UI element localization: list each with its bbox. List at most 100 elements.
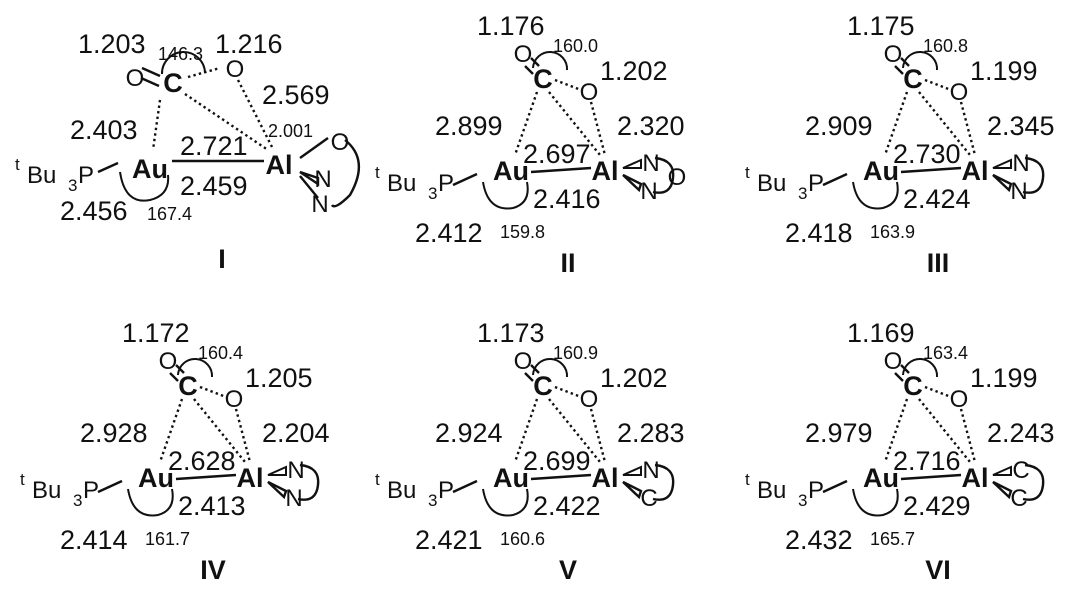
p-au-al-angle-arc [852,181,899,210]
bond-length-au-al: 2.628 [168,446,236,476]
atom-au: Au [132,154,168,184]
al-wedge-solid [622,173,643,193]
p-au-al-angle-arc [482,488,529,517]
structure-iv: CO O Au Al NNt Bu 3 P 1.172 160.41.205 2.928 2.204 2… [20,318,330,585]
o-al-dashed-bond [589,408,607,463]
atom-o1: O [884,348,903,375]
tbu-label: Bu [757,477,786,504]
p-au-bond [822,172,848,187]
al-wedge-hashed [267,465,287,476]
tbu-subscript: 3 [798,184,807,203]
bond-length-au-al: 2.699 [523,446,591,476]
bond-length-co-a: 1.173 [477,318,545,348]
bond-length-o-al: 2.204 [262,418,330,448]
al-wedge-hashed [622,158,642,169]
bond-length-o-al: 2.243 [987,418,1055,448]
atom-o1: O [159,348,178,375]
tbu-label: Bu [387,170,416,197]
bond-length-au-c: 2.403 [70,115,138,145]
atom-p: P [78,162,94,189]
bond-length-co-b: 1.205 [245,363,313,393]
o-al-dashed-bond [236,79,274,148]
angle-p-au-al: 163.9 [870,222,915,242]
bond-length-p-au: 2.418 [785,218,853,248]
tbu-label: Bu [32,477,61,504]
al-wedge-solid [992,173,1013,193]
tbu-label: Bu [27,162,56,189]
atom-p: P [438,170,454,197]
ring-atom-2: N [1010,178,1027,205]
c-al-dashed-bond [548,398,601,463]
atom-p: P [808,170,824,197]
ring-arc [652,156,675,194]
structure-iii: CO O Au Al NNt Bu 3 P 1.175 160.81.199 2.909 2.345 2… [745,11,1055,278]
c-al-dashed-bond [918,398,971,463]
atom-o1: O [514,41,533,68]
atom-o2: O [580,79,599,106]
atom-au: Au [863,156,899,186]
bond-length-o-al: 2.283 [617,418,685,448]
structure-label: IV [200,555,226,585]
double-bond-line-b [140,76,160,88]
bond-length-co-b: 1.202 [600,363,668,393]
ring-atom-2: N [285,485,302,512]
al-wedge-hashed [992,465,1012,476]
angle-oco: 163.4 [923,343,968,363]
bond-length-p-au: 2.432 [785,525,853,555]
atom-al: Al [962,463,989,493]
oco-angle-arc [902,51,939,71]
atom-al: Al [962,156,989,186]
double-bond-line-b [524,65,534,75]
bond-length-au-al-2: 2.413 [178,491,246,521]
angle-p-au-al: 159.8 [500,222,545,242]
c-al-dashed-bond [193,398,246,463]
tbu-t: t [15,155,20,174]
tbu-t: t [20,470,25,489]
au-al-bond [900,166,962,174]
structure-label: V [559,555,577,585]
atom-c: C [903,371,923,401]
au-al-bond [530,473,592,481]
c-o-dashed-bond [554,385,582,399]
p-au-al-angle-arc [852,488,899,517]
tbu-subscript: 3 [428,491,437,510]
double-bond-line-b [169,372,179,382]
bond-length-co-a: 1.203 [78,29,146,59]
tbu-subscript: 3 [73,491,82,510]
angle-oco: 160.4 [198,343,243,363]
angle-p-au-al: 165.7 [870,529,915,549]
atom-o2: O [225,386,244,413]
bond-length-o-al: 2.320 [617,111,685,141]
bond-length-au-al-2: 2.424 [903,184,971,214]
ring-arc [1022,156,1045,194]
al-wedge-hashed [992,158,1012,169]
o-al-dashed-bond [234,408,252,463]
ring-arc [330,139,361,208]
structure-label: I [218,244,226,274]
bond-length-o-al: 2.345 [987,111,1055,141]
atom-o1: O [126,65,145,92]
angle-p-au-al: 161.7 [145,529,190,549]
al-wedge-solid [622,480,643,500]
double-bond-line-b [894,65,904,75]
c-o-dashed-bond [554,78,582,92]
ring-arc [297,463,320,501]
atom-p: P [438,477,454,504]
tbu-t: t [375,470,380,489]
tbu-t: t [375,163,380,182]
angle-p-au-al: 160.6 [500,529,545,549]
structure-label: III [927,248,950,278]
ring-atom-o: O [668,164,687,191]
atom-au: Au [493,463,529,493]
p-au-bond [452,172,478,187]
atom-c: C [533,371,553,401]
atom-o2: O [950,79,969,106]
tbu-subscript: 3 [798,491,807,510]
bond-length-au-c: 2.979 [805,418,873,448]
atom-p: P [83,477,99,504]
ring-atom-1: N [287,457,304,484]
ring-atom-1: N [1012,150,1029,177]
atom-o2: O [580,386,599,413]
